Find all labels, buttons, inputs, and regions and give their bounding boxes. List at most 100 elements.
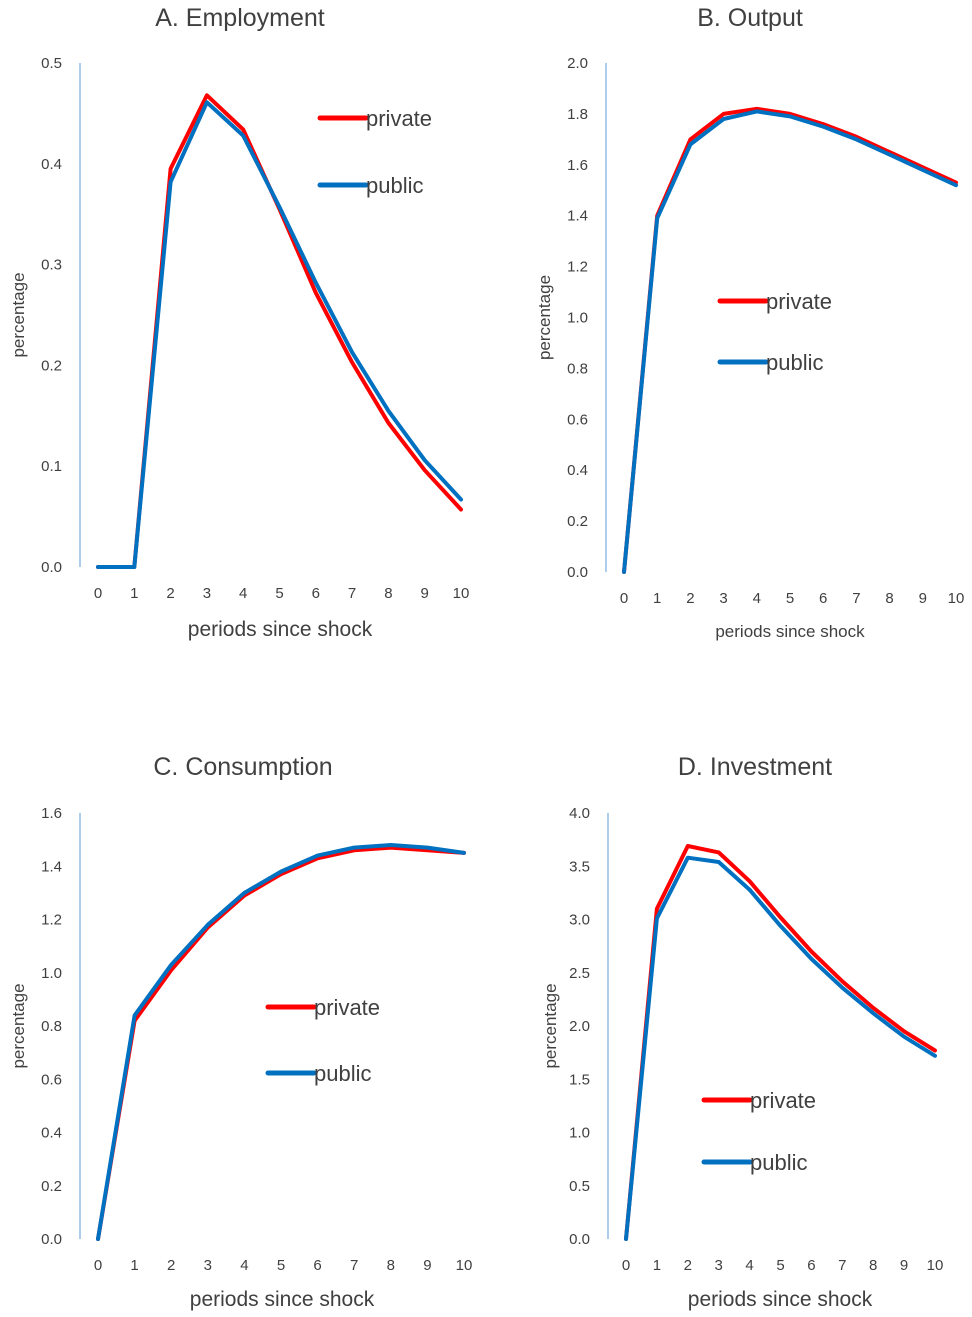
investment-x-tick-label: 8 [869,1257,877,1274]
investment-x-tick-label: 6 [807,1257,815,1274]
employment-legend-label-private: private [366,106,432,131]
output-x-tick-label: 7 [852,590,860,607]
employment-series-public-line [96,100,463,569]
output-x-tick-label: 6 [819,590,827,607]
investment-x-axis-label: periods since shock [688,1288,873,1311]
employment-y-tick-label: 0.4 [41,156,62,173]
employment-x-tick-label: 3 [203,585,211,602]
consumption-y-tick-label: 0.8 [41,1018,62,1035]
investment-series-public-line [624,855,937,1241]
output-legend-label-private: private [766,289,832,314]
consumption-legend-label-private: private [314,995,380,1020]
output-y-tick-label: 0.6 [567,411,588,428]
consumption-x-tick-label: 2 [167,1257,175,1274]
employment-x-tick-label: 9 [421,585,429,602]
output-series-public-line [622,109,958,574]
output-y-tick-label: 1.8 [567,106,588,123]
investment-y-tick-label: 0.5 [569,1178,590,1195]
investment-y-tick-label: 0.0 [569,1231,590,1248]
investment-x-tick-label: 5 [776,1257,784,1274]
output-x-tick-label: 2 [686,590,694,607]
output-y-tick-label: 0.8 [567,360,588,377]
consumption-x-tick-label: 8 [387,1257,395,1274]
investment-y-tick-label: 2.5 [569,965,590,982]
employment-x-tick-label: 10 [453,585,470,602]
consumption-series-private-line [96,845,466,1241]
investment-y-tick-label: 4.0 [569,805,590,822]
consumption-chart-title: C. Consumption [153,753,332,781]
output-y-axis-label: percentage [535,275,554,360]
output-y-tick-label: 0.4 [567,462,588,479]
consumption-x-tick-label: 7 [350,1257,358,1274]
investment-y-tick-label: 1.0 [569,1125,590,1142]
output-y-tick-label: 1.2 [567,259,588,276]
consumption-y-tick-label: 0.4 [41,1125,62,1142]
consumption-y-tick-label: 0.2 [41,1178,62,1195]
investment-x-tick-label: 2 [684,1257,692,1274]
employment-x-tick-label: 7 [348,585,356,602]
output-x-tick-label: 8 [885,590,893,607]
employment-x-axis-label: periods since shock [188,618,373,641]
investment-x-tick-label: 7 [838,1257,846,1274]
consumption-x-tick-label: 3 [204,1257,212,1274]
investment-x-tick-label: 4 [745,1257,753,1274]
output-x-tick-label: 5 [786,590,794,607]
employment-x-tick-label: 5 [275,585,283,602]
output-x-tick-label: 4 [753,590,761,607]
investment-x-tick-label: 9 [900,1257,908,1274]
consumption-x-tick-label: 1 [130,1257,138,1274]
output-x-tick-label: 3 [719,590,727,607]
investment-y-axis-label: percentage [541,983,560,1068]
consumption-x-tick-label: 5 [277,1257,285,1274]
employment-series-private-line [96,93,463,569]
output-y-tick-label: 0.0 [567,564,588,581]
consumption-x-tick-label: 4 [240,1257,248,1274]
consumption-y-tick-label: 1.2 [41,912,62,929]
consumption-x-tick-label: 10 [456,1257,473,1274]
output-y-tick-label: 1.6 [567,157,588,174]
consumption-y-tick-label: 0.6 [41,1071,62,1088]
investment-y-tick-label: 1.5 [569,1071,590,1088]
output-legend-label-public: public [766,350,823,375]
output-y-tick-label: 1.4 [567,208,588,225]
investment-y-tick-label: 3.0 [569,912,590,929]
investment-legend-label-private: private [750,1088,816,1113]
output-x-axis-label: periods since shock [715,622,865,641]
consumption-y-tick-label: 0.0 [41,1231,62,1248]
investment-y-tick-label: 2.0 [569,1018,590,1035]
consumption-x-tick-label: 0 [94,1257,102,1274]
employment-y-tick-label: 0.1 [41,458,62,475]
consumption-y-tick-label: 1.4 [41,858,62,875]
employment-x-tick-label: 0 [94,585,102,602]
output-x-tick-label: 9 [919,590,927,607]
employment-y-tick-label: 0.3 [41,257,62,274]
employment-y-tick-label: 0.0 [41,559,62,576]
employment-y-axis-label: percentage [9,272,28,357]
consumption-x-axis-label: periods since shock [190,1288,375,1311]
employment-x-tick-label: 1 [130,585,138,602]
investment-x-tick-label: 10 [927,1257,944,1274]
output-chart-title: B. Output [697,4,803,32]
employment-x-tick-label: 4 [239,585,247,602]
output-x-tick-label: 0 [620,590,628,607]
consumption-y-axis-label: percentage [9,983,28,1068]
employment-x-tick-label: 2 [166,585,174,602]
output-x-tick-label: 1 [653,590,661,607]
output-x-tick-label: 10 [948,590,965,607]
consumption-y-tick-label: 1.0 [41,965,62,982]
investment-series-private-line [624,844,937,1241]
output-y-tick-label: 2.0 [567,55,588,72]
employment-y-tick-label: 0.5 [41,55,62,72]
employment-y-tick-label: 0.2 [41,357,62,374]
employment-x-tick-label: 8 [384,585,392,602]
consumption-x-tick-label: 9 [423,1257,431,1274]
employment-x-tick-label: 6 [312,585,320,602]
consumption-x-tick-label: 6 [313,1257,321,1274]
consumption-series-public-line [96,843,466,1241]
employment-legend-label-public: public [366,173,423,198]
employment-chart-title: A. Employment [155,4,325,32]
investment-x-tick-label: 0 [622,1257,630,1274]
output-y-tick-label: 0.2 [567,513,588,530]
investment-x-tick-label: 3 [715,1257,723,1274]
